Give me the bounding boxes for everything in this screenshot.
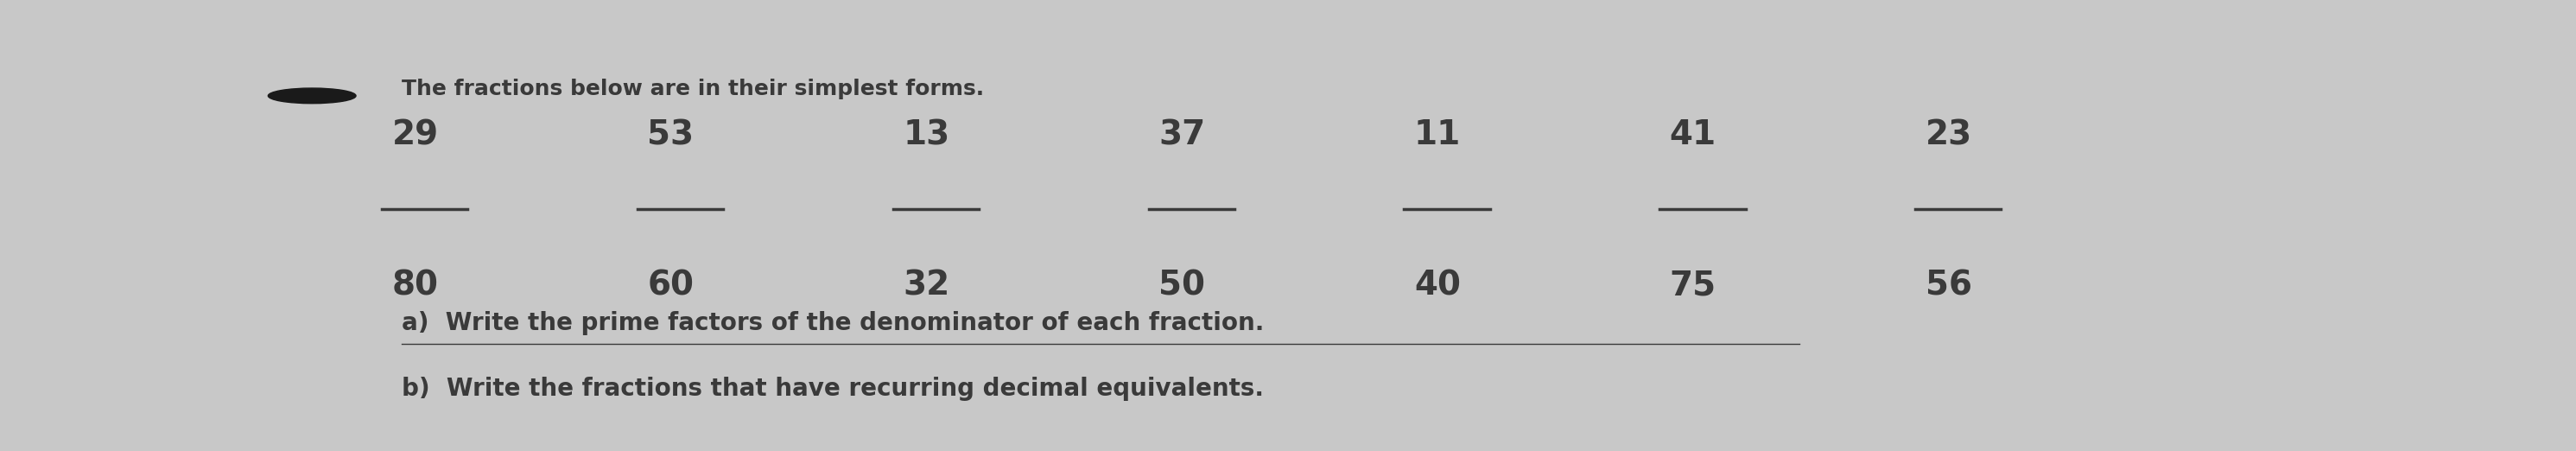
Text: 53: 53 <box>647 119 693 152</box>
Circle shape <box>268 88 355 103</box>
Text: 13: 13 <box>904 119 951 152</box>
Text: a)  Write the prime factors of the denominator of each fraction.: a) Write the prime factors of the denomi… <box>402 311 1265 335</box>
Text: b)  Write the fractions that have recurring decimal equivalents.: b) Write the fractions that have recurri… <box>402 377 1265 401</box>
Text: 32: 32 <box>904 269 951 302</box>
Text: 37: 37 <box>1159 119 1206 152</box>
Text: 29: 29 <box>392 119 438 152</box>
Text: 11: 11 <box>1414 119 1461 152</box>
Text: 40: 40 <box>1414 269 1461 302</box>
Text: 23: 23 <box>1924 119 1973 152</box>
Text: 75: 75 <box>1669 269 1716 302</box>
Text: 80: 80 <box>392 269 438 302</box>
Text: 56: 56 <box>1924 269 1971 302</box>
Text: The fractions below are in their simplest forms.: The fractions below are in their simples… <box>402 78 984 99</box>
Text: 50: 50 <box>1159 269 1206 302</box>
Text: 41: 41 <box>1669 119 1716 152</box>
Text: 60: 60 <box>647 269 693 302</box>
